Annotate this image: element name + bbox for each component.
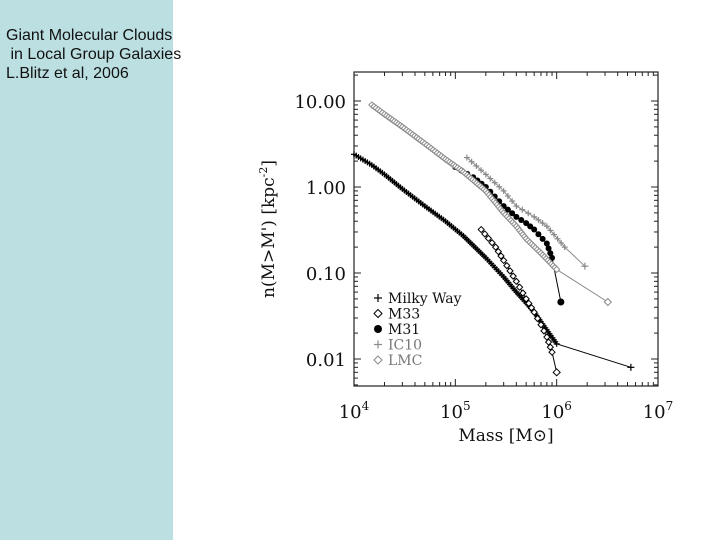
- y-tick-label: 0.10: [306, 264, 346, 285]
- legend-item-m33: M33: [373, 307, 420, 323]
- y-tick-label: 1.00: [306, 178, 346, 199]
- y-axis-ticks: 10.00 1.00 0.10 0.01: [294, 74, 658, 386]
- legend-label: Milky Way: [388, 291, 462, 307]
- legend-item-m31: M31: [374, 322, 420, 338]
- slide-citation: L.Blitz et al, 2006: [6, 65, 129, 82]
- slide-side-band: [0, 0, 173, 540]
- legend-label: LMC: [388, 353, 422, 369]
- x-axis-ticks: 104 105 106 107: [339, 72, 674, 423]
- legend-item-ic10: IC10: [374, 338, 422, 354]
- legend-label: M33: [388, 307, 420, 323]
- x-tick-label: 104: [339, 399, 370, 423]
- y-axis-label: n(M>M') [kpc-2]: [257, 160, 279, 298]
- slide-title-line2: in Local Group Galaxies: [6, 46, 182, 63]
- slide-title-block: Giant Molecular Clouds in Local Group Ga…: [6, 26, 181, 84]
- series-lmc: [368, 101, 613, 307]
- slide-title-line1: Giant Molecular Clouds: [6, 27, 173, 44]
- series-m33: [477, 225, 561, 377]
- x-tick-label: 106: [541, 399, 572, 423]
- y-tick-label: 10.00: [294, 92, 346, 113]
- legend-item-lmc: LMC: [373, 353, 422, 369]
- series-ic10: [463, 154, 589, 270]
- legend-label: IC10: [388, 338, 422, 354]
- data-series: [351, 101, 635, 377]
- x-tick-label: 105: [440, 399, 471, 423]
- legend-item-milky-way: Milky Way: [374, 291, 462, 307]
- x-tick-label: 107: [643, 399, 674, 423]
- plot-frame: [353, 71, 659, 387]
- x-axis-label: Mass [M⊙]: [458, 426, 553, 446]
- y-tick-label: 0.01: [306, 350, 346, 371]
- legend-label: M31: [388, 322, 420, 338]
